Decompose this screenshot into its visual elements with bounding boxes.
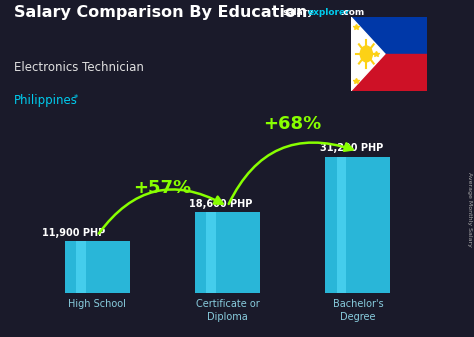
Text: 31,200 PHP: 31,200 PHP [320,144,383,153]
Text: +57%: +57% [133,179,191,196]
Bar [76,241,86,293]
Bar [351,54,427,91]
Text: Average Monthly Salary: Average Monthly Salary [466,172,472,246]
Text: 18,600 PHP: 18,600 PHP [189,198,253,209]
Text: Salary Comparison By Education: Salary Comparison By Education [14,5,308,20]
Text: explorer: explorer [308,8,350,18]
Text: Philippines: Philippines [14,94,78,108]
Text: 11,900 PHP: 11,900 PHP [42,228,105,238]
Text: +68%: +68% [264,115,322,133]
Bar [195,212,260,293]
Bar [206,212,216,293]
Bar [325,156,391,293]
Text: .com: .com [340,8,365,18]
Bar [337,156,346,293]
Bar [351,17,427,54]
Text: salary: salary [282,8,313,18]
Bar [64,241,130,293]
Text: *: * [73,94,78,103]
Circle shape [360,46,373,62]
Text: Electronics Technician: Electronics Technician [14,61,144,74]
Polygon shape [351,17,385,91]
